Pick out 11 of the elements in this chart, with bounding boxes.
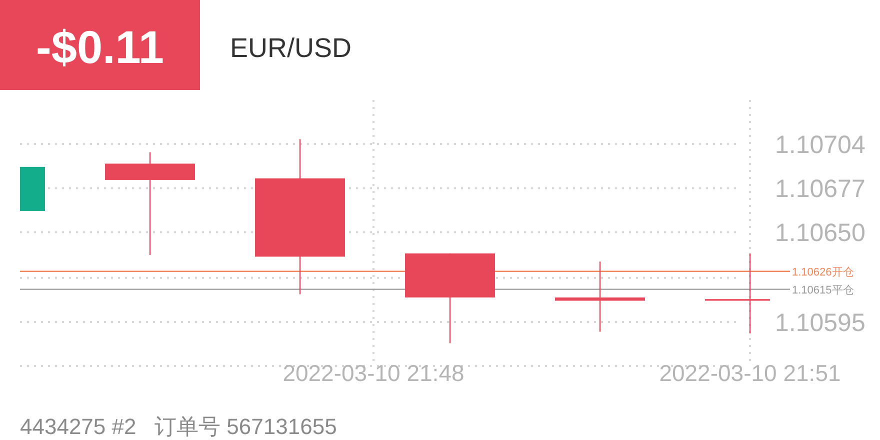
annotation: 2022-03-10 21:48 — [282, 360, 464, 386]
y-tick-label: 1.10704 — [775, 131, 866, 160]
y-tick-label: 1.10595 — [775, 308, 866, 337]
ref-line-label: 1.10615平仓 — [792, 284, 854, 296]
ref-line-label: 1.10626开仓 — [792, 266, 854, 278]
annotation: 2022-03-10 21:51 — [659, 360, 841, 386]
y-tick-label: 1.10650 — [775, 219, 866, 248]
text: 4434275 #2 订单号 567131655 — [20, 414, 337, 439]
text: -$0.11 — [36, 21, 164, 73]
y-tick-label: 1.10677 — [775, 175, 866, 204]
chart-title: EUR/USD — [230, 33, 352, 63]
